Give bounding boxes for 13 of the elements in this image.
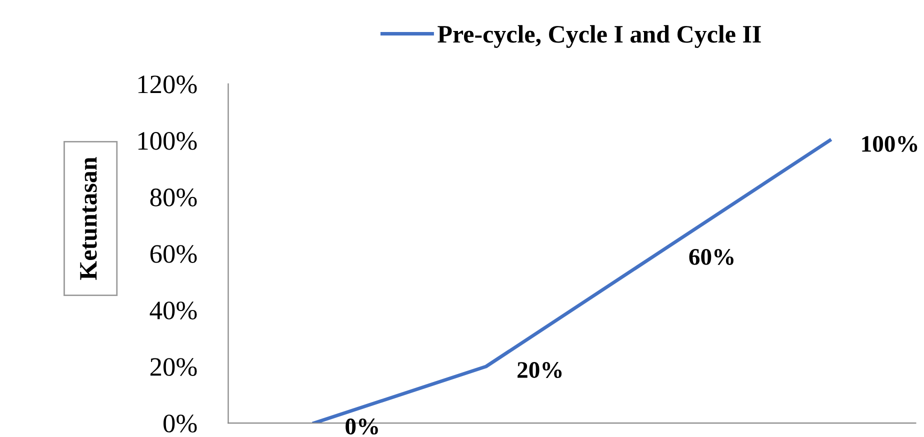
y-tick-label: 20% — [150, 358, 197, 376]
y-tick-label: 0% — [164, 414, 197, 433]
data-label: 60% — [689, 248, 734, 266]
legend-label: Pre-cycle, Cycle I and Cycle II — [438, 25, 761, 48]
y-axis-title: Ketuntasan — [80, 157, 97, 280]
y-tick-label: 120% — [138, 76, 197, 94]
data-label: 100% — [862, 136, 918, 152]
y-tick-label: 80% — [150, 188, 197, 206]
data-label: 20% — [518, 362, 562, 378]
y-tick-label: 100% — [138, 132, 197, 150]
y-tick-label: 60% — [150, 245, 197, 263]
data-label: 0% — [346, 418, 378, 435]
y-tick-label: 40% — [150, 302, 197, 320]
